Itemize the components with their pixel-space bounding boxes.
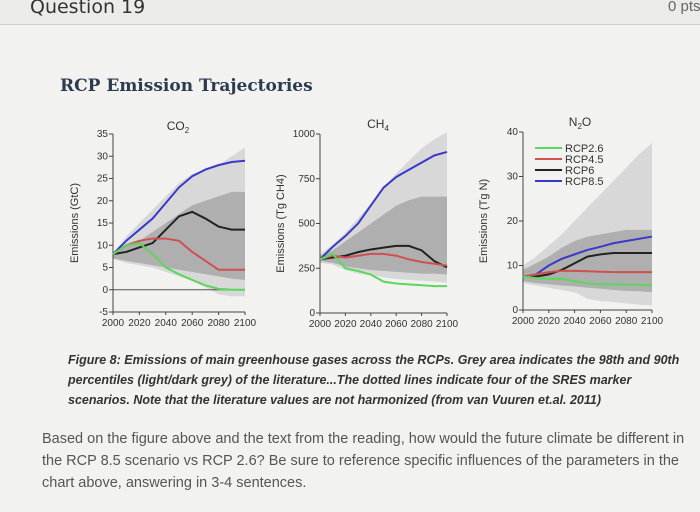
chart-title: CO2 [167,119,190,135]
series-line-rcp2-6 [319,252,447,288]
question-header: Question 19 0 pts [0,0,700,25]
y-tick-label: 30 [97,151,109,162]
chart-n2o: 0 10 20 30 40 2000 2020 2040 2060 2080 2100 Emissio… [478,115,664,327]
x-tick-label: 2100 [234,318,257,329]
x-tick-label: 2060 [181,318,204,329]
x-tick-label: 2000 [512,316,535,327]
x-tick-label: 2020 [128,318,151,329]
series-line-rcp4-5 [522,269,652,278]
y-tick-label: 25 [97,174,109,185]
x-tick-label: 2080 [207,318,230,329]
y-tick-label: 20 [507,216,519,227]
series-line-rcp8-5 [319,150,448,261]
y-tick-label: 0 [309,308,315,319]
x-tick-label: 2100 [436,319,459,330]
figure-title: RCP Emission Trajectories [60,76,313,96]
percentile-band [523,229,652,293]
question-title: Question 19 [30,0,146,18]
series-line-rcp6 [112,210,245,256]
y-axis-label: Emissions (Tg N) [478,179,490,263]
y-tick-label: 10 [507,261,519,272]
x-tick-label: 2000 [309,319,332,330]
x-tick-label: 2100 [641,316,664,327]
chart-ch4: 0 250 500 750 1000 2000 2020 2040 2060 2080 2100 Em… [275,117,459,330]
y-tick-label: 0 [512,305,518,316]
y-tick-label: 5 [102,263,108,274]
y-tick-label: 500 [298,219,315,230]
series-line-rcp8-5 [522,235,653,278]
series-line-rcp2-6 [112,241,245,291]
series-line-rcp8-5 [112,159,246,255]
x-tick-label: 2080 [615,316,638,327]
chart-title: N2O [569,115,591,131]
y-tick-label: 750 [298,174,315,185]
y-tick-label: 0 [102,285,108,296]
x-tick-label: 2040 [360,319,383,330]
x-tick-label: 2060 [385,319,408,330]
x-tick-label: 2040 [563,316,586,327]
x-tick-label: 2000 [102,318,125,329]
chart-title: CH4 [367,117,389,133]
percentile-band [113,191,245,280]
y-tick-label: 10 [97,240,109,251]
y-tick-label: 15 [97,218,109,229]
figure-caption: Figure 8: Emissions of main greenhouse g… [68,353,680,407]
x-tick-label: 2040 [155,318,178,329]
points-label: 0 pts [668,0,700,15]
x-tick-label: 2080 [410,319,433,330]
y-axis-label: Emissions (GtC) [69,183,81,263]
legend-label: RCP4.5 [565,154,604,166]
chart-co2: -5 0 5 10 15 20 25 30 35 2000 2020 2040 2060 2080 2100… [69,119,257,329]
series-line-rcp6 [523,252,652,278]
series-line-rcp4-5 [112,237,245,271]
legend-label: RCP6 [565,165,594,177]
y-tick-label: 20 [97,196,109,207]
series-line-rcp2-6 [522,275,653,287]
x-tick-label: 2060 [589,316,612,327]
y-tick-label: 250 [298,263,315,274]
y-tick-label: 40 [507,127,519,138]
y-tick-label: 30 [507,172,519,183]
y-tick-label: 1000 [293,129,316,140]
percentile-band [320,196,447,275]
x-tick-label: 2020 [538,316,561,327]
question-text: Based on the figure above and the text f… [42,431,685,491]
legend-label: RCP8.5 [565,176,604,188]
series-line-rcp4-5 [319,252,448,267]
y-tick-label: 35 [97,129,109,140]
y-axis-label: Emissions (Tg CH4) [275,174,287,272]
x-tick-label: 2020 [334,319,357,330]
y-tick-label: -5 [99,307,108,318]
legend-label: RCP2.6 [565,143,604,155]
